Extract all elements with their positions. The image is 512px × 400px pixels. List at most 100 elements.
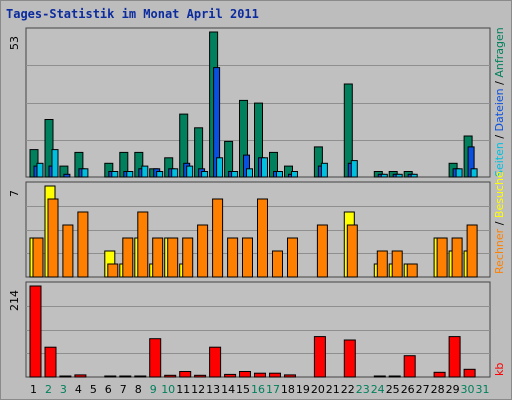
x-tick-label-31: 31 bbox=[476, 383, 490, 396]
x-tick-label-16: 16 bbox=[251, 383, 265, 396]
bar-rechner-day-6 bbox=[107, 263, 119, 278]
bar-rechner-day-1 bbox=[32, 237, 44, 278]
x-tick-label-3: 3 bbox=[60, 383, 67, 396]
x-tick-label-17: 17 bbox=[266, 383, 280, 396]
bar-kb-day-7 bbox=[119, 375, 132, 378]
bar-kb-day-14 bbox=[224, 373, 237, 378]
x-tick-label-20: 20 bbox=[311, 383, 325, 396]
bar-seiten-day-29 bbox=[455, 168, 463, 178]
bar-rechner-day-13 bbox=[212, 198, 224, 278]
bar-seiten-day-25 bbox=[395, 173, 403, 178]
x-tick-label-26: 26 bbox=[401, 383, 415, 396]
x-tick-label-22: 22 bbox=[341, 383, 355, 396]
bar-rechner-day-8 bbox=[137, 211, 149, 278]
bar-seiten-day-7 bbox=[126, 171, 134, 178]
bar-seiten-day-16 bbox=[261, 157, 268, 178]
x-tick-label-7: 7 bbox=[120, 383, 127, 396]
plot-area-panel-kbytes bbox=[25, 281, 491, 378]
bar-kb-day-6 bbox=[104, 375, 117, 378]
bar-seiten-day-12 bbox=[201, 171, 209, 178]
legend-rechner: Rechner bbox=[493, 228, 506, 274]
bar-seiten-day-24 bbox=[380, 173, 388, 178]
x-tick-label-8: 8 bbox=[135, 383, 142, 396]
bar-seiten-day-2 bbox=[51, 149, 59, 178]
bar-kb-day-16 bbox=[254, 372, 266, 378]
bar-rechner-day-11 bbox=[182, 237, 194, 278]
bar-seiten-day-10 bbox=[171, 168, 179, 178]
bar-seiten-day-6 bbox=[111, 171, 119, 178]
x-tick-label-12: 12 bbox=[191, 383, 205, 396]
x-tick-label-21: 21 bbox=[326, 383, 340, 396]
y-max-label: 7 bbox=[8, 190, 21, 197]
legend-separator: / bbox=[493, 78, 506, 89]
bar-seiten-day-1 bbox=[36, 162, 44, 178]
bar-kb-day-8 bbox=[134, 375, 147, 378]
x-tick-label-19: 19 bbox=[296, 383, 310, 396]
bar-rechner-day-26 bbox=[406, 263, 418, 278]
bar-kb-day-1 bbox=[29, 285, 42, 378]
legend-besuche: Besuche bbox=[493, 171, 506, 218]
bar-seiten-day-8 bbox=[141, 165, 149, 178]
bar-kb-day-3 bbox=[59, 375, 72, 378]
x-tick-label-9: 9 bbox=[150, 383, 157, 396]
bar-rechner-day-18 bbox=[287, 237, 298, 278]
bar-seiten-day-15 bbox=[246, 168, 253, 178]
bar-seiten-day-9 bbox=[156, 171, 164, 178]
bar-rechner-day-7 bbox=[122, 237, 134, 278]
x-tick-label-2: 2 bbox=[45, 383, 52, 396]
bar-rechner-day-9 bbox=[152, 237, 164, 278]
bar-kb-day-25 bbox=[388, 375, 401, 378]
y-max-label: 214 bbox=[8, 290, 21, 311]
bar-kb-day-10 bbox=[164, 374, 177, 378]
bar-kb-day-2 bbox=[44, 346, 57, 378]
bar-seiten-day-4 bbox=[81, 168, 89, 178]
y-max-label: 53 bbox=[8, 36, 21, 50]
x-tick-label-28: 28 bbox=[431, 383, 445, 396]
x-tick-label-4: 4 bbox=[75, 383, 82, 396]
bar-kb-day-26 bbox=[403, 355, 416, 378]
bar-seiten-day-17 bbox=[276, 171, 283, 178]
bar-seiten-day-30 bbox=[470, 168, 478, 178]
legend-panel-2: Rechner / Besuche bbox=[493, 171, 506, 274]
bar-rechner-day-16 bbox=[257, 198, 268, 278]
bar-seiten-day-18 bbox=[291, 171, 298, 178]
x-tick-label-5: 5 bbox=[90, 383, 97, 396]
x-tick-label-6: 6 bbox=[105, 383, 112, 396]
bar-rechner-day-22 bbox=[346, 224, 358, 278]
bar-kb-day-4 bbox=[74, 374, 87, 378]
legend-anfragen: Anfragen bbox=[493, 27, 506, 77]
bar-rechner-day-14 bbox=[227, 237, 239, 278]
bar-rechner-day-2 bbox=[47, 198, 59, 278]
legend-separator: / bbox=[493, 218, 506, 229]
bar-kb-day-11 bbox=[179, 371, 192, 378]
bar-rechner-day-30 bbox=[466, 224, 478, 278]
bar-kb-day-18 bbox=[284, 374, 296, 378]
bar-rechner-day-24 bbox=[376, 250, 388, 278]
bar-rechner-day-20 bbox=[316, 224, 328, 278]
legend-panel-1: Seiten / Dateien / Anfragen bbox=[493, 27, 506, 177]
bar-rechner-day-25 bbox=[391, 250, 403, 278]
x-tick-label-11: 11 bbox=[176, 383, 190, 396]
bar-kb-day-29 bbox=[448, 336, 461, 378]
bar-kb-day-17 bbox=[269, 372, 281, 378]
chart-title: Tages-Statistik im Monat April 2011 bbox=[6, 7, 259, 21]
bar-rechner-day-12 bbox=[197, 224, 209, 278]
bar-seiten-day-11 bbox=[186, 165, 194, 178]
x-tick-label-15: 15 bbox=[236, 383, 250, 396]
bar-rechner-day-15 bbox=[242, 237, 253, 278]
x-tick-label-24: 24 bbox=[371, 383, 385, 396]
bar-kb-day-13 bbox=[209, 346, 222, 378]
legend-separator: / bbox=[493, 131, 506, 142]
bar-rechner-day-28 bbox=[436, 237, 448, 278]
bar-seiten-day-20 bbox=[320, 162, 328, 178]
bar-seiten-day-26 bbox=[410, 173, 418, 178]
x-tick-label-29: 29 bbox=[446, 383, 460, 396]
x-tick-label-18: 18 bbox=[281, 383, 295, 396]
x-tick-label-1: 1 bbox=[30, 383, 37, 396]
x-tick-label-30: 30 bbox=[461, 383, 475, 396]
bar-kb-day-9 bbox=[149, 338, 162, 378]
x-tick-label-14: 14 bbox=[221, 383, 235, 396]
bar-kb-day-30 bbox=[463, 368, 476, 378]
bar-seiten-day-22 bbox=[350, 160, 358, 178]
